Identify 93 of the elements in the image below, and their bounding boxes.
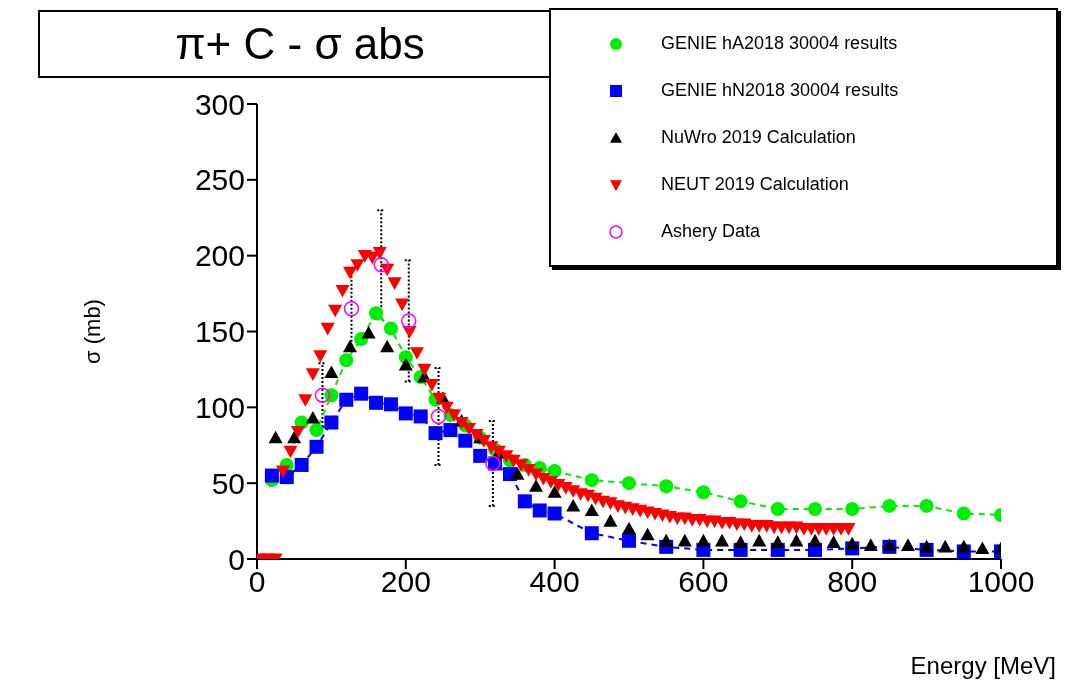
- point: [339, 392, 354, 407]
- chart-title: π+ C - σ abs: [175, 19, 425, 69]
- legend-label: GENIE hA2018 30004 results: [661, 33, 898, 54]
- x-tick-label: 0: [248, 565, 266, 599]
- point: [339, 353, 354, 368]
- point: [901, 538, 915, 551]
- point: [919, 539, 934, 553]
- point: [264, 468, 279, 483]
- point: [715, 533, 729, 547]
- point: [808, 501, 822, 516]
- point: [305, 410, 320, 424]
- point: [808, 533, 822, 547]
- x-tick-label: 200: [380, 565, 431, 599]
- point: [287, 430, 302, 444]
- point: [354, 386, 369, 401]
- point: [956, 539, 971, 553]
- point: [343, 339, 357, 353]
- point: [517, 494, 532, 509]
- point: [845, 501, 860, 516]
- point: [566, 498, 581, 512]
- point: [324, 365, 339, 379]
- point: [733, 535, 748, 548]
- y-tick-label: 0: [228, 542, 245, 576]
- point: [770, 501, 785, 516]
- point: [343, 301, 360, 317]
- point: [413, 409, 428, 424]
- point: [309, 439, 324, 454]
- point: [845, 536, 860, 550]
- x-tick-label: 800: [827, 565, 878, 599]
- point: [529, 479, 543, 492]
- legend-label: NEUT 2019 Calculation: [661, 174, 849, 195]
- point: [733, 494, 748, 509]
- point: [584, 526, 599, 541]
- point: [584, 473, 599, 488]
- point: [398, 357, 413, 371]
- point: [696, 533, 711, 547]
- point: [380, 339, 395, 353]
- x-tick-label: 600: [678, 565, 729, 599]
- point: [443, 423, 458, 438]
- point: [369, 395, 384, 410]
- point: [789, 533, 804, 547]
- point: [677, 533, 692, 547]
- y-tick-label: 300: [194, 87, 245, 121]
- point: [584, 503, 599, 517]
- y-tick-label: 150: [194, 315, 245, 349]
- point: [956, 506, 971, 521]
- point: [622, 521, 636, 535]
- y-tick-label: 50: [211, 466, 245, 500]
- point: [361, 326, 376, 339]
- point: [622, 533, 636, 548]
- point: [752, 533, 767, 547]
- y-tick-label: 250: [194, 163, 245, 197]
- point: [640, 527, 655, 541]
- point: [547, 506, 562, 521]
- point: [532, 503, 547, 518]
- point: [696, 485, 711, 500]
- y-axis-title: σ (mb): [79, 299, 105, 364]
- legend-label: GENIE hN2018 30004 results: [661, 80, 899, 101]
- point: [603, 514, 618, 527]
- legend-label: Ashery Data: [661, 221, 761, 242]
- x-axis-title: Energy [MeV]: [910, 652, 1056, 679]
- point: [383, 397, 398, 412]
- x-tick-label: 1000: [967, 565, 1035, 599]
- point: [863, 538, 878, 551]
- point: [401, 313, 417, 329]
- y-tick-label: 100: [194, 390, 245, 424]
- point: [458, 433, 473, 448]
- x-tick-label: 400: [529, 565, 580, 599]
- point: [547, 485, 562, 498]
- point: [938, 539, 953, 553]
- point: [659, 479, 674, 494]
- point: [622, 476, 636, 491]
- point: [770, 535, 785, 548]
- point: [373, 257, 389, 273]
- point: [309, 423, 324, 438]
- point: [826, 535, 841, 548]
- point: [473, 448, 488, 463]
- point: [383, 321, 398, 336]
- point: [919, 498, 934, 513]
- point: [430, 408, 447, 425]
- point: [268, 430, 283, 444]
- point: [975, 541, 990, 554]
- point: [659, 533, 674, 547]
- point: [510, 467, 525, 480]
- legend-label: NuWro 2019 Calculation: [661, 127, 856, 148]
- point: [882, 498, 897, 513]
- point: [428, 426, 443, 441]
- point: [294, 457, 309, 472]
- point: [314, 387, 331, 403]
- point: [324, 415, 339, 430]
- point: [398, 406, 413, 421]
- point: [547, 464, 562, 479]
- y-tick-label: 200: [194, 239, 245, 273]
